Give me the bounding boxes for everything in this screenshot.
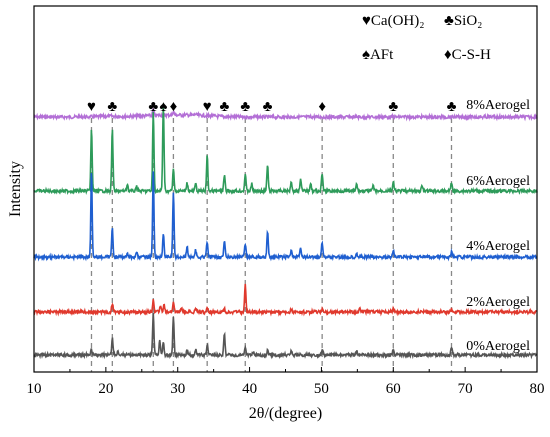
x-tick-label: 30	[170, 381, 185, 397]
series-line	[33, 103, 538, 196]
series-label: 4%Aerogel	[466, 239, 530, 254]
series-line	[33, 171, 538, 262]
peak-markers: ♥ ♣ ♣ ♠ ♦ ♥ ♣ ♣ ♣ ♦ ♣ ♣	[87, 99, 457, 115]
peak-marker: ♥	[87, 99, 96, 115]
peak-marker: ♣	[263, 99, 273, 115]
series-label: 0%Aerogel	[466, 339, 530, 354]
series-label: 8%Aerogel	[466, 98, 530, 113]
legend-entry: ♣SiO₂	[444, 13, 482, 29]
peak-marker: ♣	[240, 99, 250, 115]
peak-marker: ♣	[388, 99, 398, 115]
series-label: 6%Aerogel	[466, 174, 530, 189]
peak-marker: ♦	[318, 99, 326, 115]
peak-marker: ♣	[219, 99, 229, 115]
peak-marker: ♣	[107, 99, 117, 115]
x-axis-ticks: 10 20 30 40 50 60 70 80	[27, 367, 545, 397]
x-tick-label: 50	[314, 381, 329, 397]
peak-marker: ♣	[148, 99, 158, 115]
peak-marker: ♦	[170, 99, 178, 115]
x-tick-label: 70	[458, 381, 473, 397]
x-axis-title: 2θ/(degree)	[249, 405, 322, 422]
x-tick-label: 60	[386, 381, 401, 397]
peak-marker: ♣	[447, 99, 457, 115]
series-labels: 8%Aerogel 6%Aerogel 4%Aerogel 2%Aerogel 0%Ae…	[466, 98, 530, 354]
series-line	[33, 108, 538, 122]
legend-entry: ♠AFt	[362, 47, 394, 63]
x-tick-label: 40	[242, 381, 257, 397]
peak-marker: ♥	[203, 99, 212, 115]
legend: ♥Ca(OH)₂ ♣SiO₂ ♠AFt ♦C-S-H	[362, 13, 491, 63]
series-label: 2%Aerogel	[466, 295, 530, 310]
series-line	[33, 283, 538, 317]
y-axis-title: Intensity	[7, 161, 24, 217]
reference-lines	[90, 118, 453, 372]
series-group	[33, 103, 538, 360]
x-tick-label: 80	[530, 381, 545, 397]
legend-entry: ♦C-S-H	[444, 47, 491, 63]
x-tick-label: 20	[98, 381, 113, 397]
peak-marker: ♠	[159, 99, 167, 115]
series-line	[33, 312, 538, 360]
x-tick-label: 10	[27, 381, 42, 397]
legend-entry: ♥Ca(OH)₂	[362, 13, 424, 29]
